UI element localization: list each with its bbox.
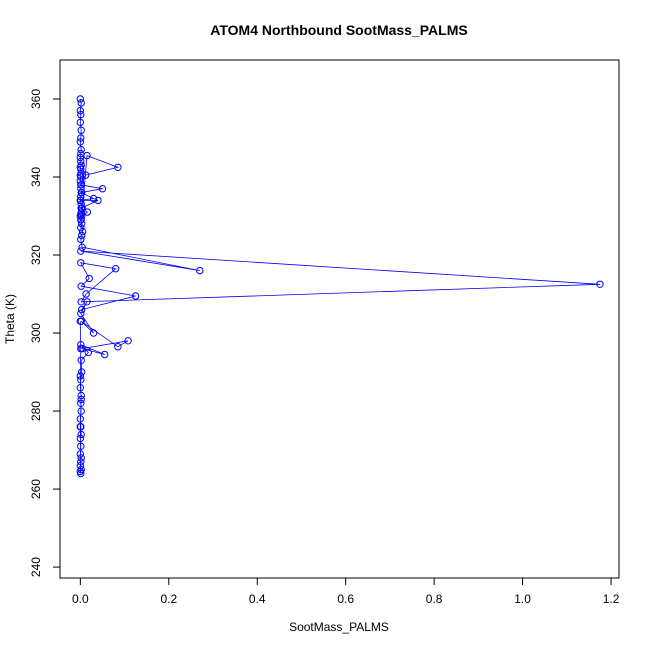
- data-point: [76, 462, 85, 470]
- data-point: [77, 99, 85, 107]
- data-point: [196, 266, 204, 275]
- data-point: [77, 356, 85, 364]
- plot-frame: [59, 59, 620, 579]
- data-point: [77, 391, 85, 400]
- data-point: [114, 343, 122, 351]
- data-point: [78, 231, 86, 240]
- data-point: [77, 235, 85, 244]
- data-point: [77, 185, 85, 193]
- data-point: [76, 423, 85, 431]
- data-point: [76, 317, 85, 325]
- x-tick-label: 0.2: [160, 592, 177, 606]
- data-point: [76, 434, 85, 443]
- data-point: [77, 247, 85, 255]
- data-point: [77, 126, 85, 134]
- data-point: [77, 298, 85, 306]
- data-point: [77, 344, 85, 353]
- data-point: [83, 151, 91, 160]
- data-point: [84, 348, 93, 357]
- data-point: [76, 384, 85, 392]
- data-point: [114, 163, 122, 172]
- data-point: [77, 224, 85, 232]
- data-point: [77, 188, 85, 197]
- data-point: [83, 298, 91, 306]
- data-point: [112, 265, 120, 273]
- y-tick-label: 260: [29, 479, 43, 499]
- data-point: [76, 177, 85, 185]
- data-point: [77, 181, 85, 189]
- data-point: [76, 107, 85, 115]
- y-tick-label: 320: [29, 245, 43, 265]
- data-point: [82, 290, 90, 298]
- chart-title: ATOM4 Northbound SootMass_PALMS: [210, 22, 467, 38]
- x-tick-label: 0.6: [337, 592, 354, 606]
- series-layer: [76, 95, 604, 478]
- data-point: [77, 192, 85, 201]
- data-point: [77, 216, 85, 224]
- data-point: [77, 146, 85, 154]
- data-point: [98, 185, 107, 193]
- y-tick-label: 280: [29, 401, 43, 421]
- data-point: [76, 153, 85, 162]
- data-point: [78, 227, 87, 236]
- data-point: [82, 171, 90, 179]
- data-point: [77, 282, 85, 290]
- data-point: [77, 341, 85, 349]
- data-point: [77, 407, 85, 415]
- data-point: [77, 259, 85, 267]
- data-point: [77, 442, 85, 450]
- y-tick-label: 300: [29, 323, 43, 343]
- series-line: [79, 98, 601, 474]
- data-point: [77, 204, 85, 212]
- x-tick-label: 1.0: [514, 592, 531, 606]
- data-point: [77, 134, 85, 142]
- data-point: [77, 430, 85, 439]
- y-axis: 240 260 280 300 320 340 360: [29, 89, 61, 577]
- data-point: [77, 395, 85, 404]
- data-point: [77, 469, 85, 478]
- data-point: [85, 274, 93, 283]
- data-point: [76, 415, 85, 423]
- x-tick-label: 0.0: [72, 592, 89, 606]
- data-point: [77, 376, 85, 384]
- data-point: [78, 368, 86, 376]
- data-point: [78, 220, 86, 228]
- data-point: [76, 372, 85, 380]
- data-point: [131, 292, 140, 300]
- data-point: [101, 350, 109, 359]
- x-axis: 0.0 0.2 0.4 0.6 0.8 1.0 1.2: [72, 577, 620, 606]
- data-point: [76, 450, 85, 458]
- y-tick-label: 340: [29, 167, 43, 187]
- data-point: [83, 208, 92, 216]
- y-tick-label: 240: [29, 557, 43, 577]
- data-point: [78, 243, 86, 251]
- x-axis-label: SootMass_PALMS: [289, 620, 389, 634]
- y-tick-label: 360: [29, 89, 43, 109]
- data-point: [76, 95, 85, 103]
- data-point: [77, 200, 85, 209]
- data-point: [76, 138, 85, 146]
- data-point: [89, 194, 98, 203]
- data-point: [77, 196, 85, 205]
- data-point: [77, 173, 85, 181]
- data-point: [596, 280, 604, 288]
- data-point: [76, 118, 85, 127]
- y-axis-label: Theta (K): [3, 294, 17, 344]
- data-point: [94, 196, 102, 205]
- x-tick-label: 0.8: [426, 592, 443, 606]
- data-point: [77, 309, 85, 318]
- data-point: [78, 212, 86, 220]
- data-point: [89, 329, 98, 337]
- data-point: [77, 110, 85, 119]
- data-point: [77, 454, 85, 462]
- data-point: [77, 399, 85, 407]
- x-tick-label: 1.2: [603, 592, 620, 606]
- data-point: [124, 337, 132, 345]
- x-tick-label: 0.4: [249, 592, 266, 606]
- data-point: [78, 305, 86, 314]
- data-point: [77, 458, 85, 466]
